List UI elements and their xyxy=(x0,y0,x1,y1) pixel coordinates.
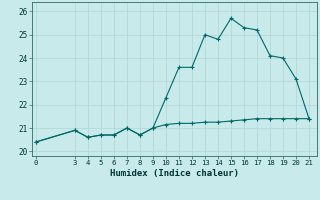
X-axis label: Humidex (Indice chaleur): Humidex (Indice chaleur) xyxy=(110,169,239,178)
